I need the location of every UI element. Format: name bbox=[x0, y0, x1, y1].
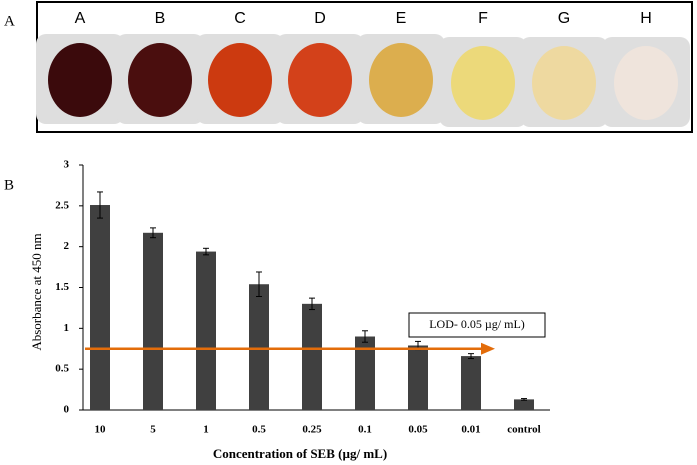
x-tick-label: 5 bbox=[150, 424, 156, 436]
y-tick-label: 2 bbox=[64, 240, 70, 252]
bar bbox=[196, 251, 216, 410]
threshold-arrowhead bbox=[481, 342, 495, 355]
x-tick-label: 0.01 bbox=[461, 424, 480, 436]
well-label: C bbox=[234, 10, 246, 27]
bar bbox=[302, 303, 322, 410]
x-tick-label: 0.5 bbox=[252, 424, 266, 436]
bar bbox=[461, 356, 481, 410]
x-tick-label: control bbox=[507, 424, 540, 436]
bar bbox=[514, 399, 534, 410]
y-tick-label: 0 bbox=[64, 404, 70, 416]
x-tick-label: 0.1 bbox=[358, 424, 372, 436]
threshold-label: LOD- 0.05 µg/ mL) bbox=[429, 317, 525, 331]
y-tick-label: 1 bbox=[64, 322, 70, 334]
well-label: F bbox=[478, 10, 488, 27]
well bbox=[288, 43, 352, 117]
well-label: E bbox=[396, 10, 407, 27]
well bbox=[532, 46, 596, 120]
y-tick-label: 1.5 bbox=[55, 281, 69, 293]
error-bar bbox=[150, 227, 156, 239]
x-tick-label: 0.25 bbox=[302, 424, 322, 436]
error-bar bbox=[309, 297, 315, 311]
well bbox=[451, 46, 515, 120]
error-bar bbox=[203, 247, 209, 256]
panel-a-label: A bbox=[4, 13, 15, 29]
x-tick-label: 10 bbox=[95, 424, 107, 436]
error-bar bbox=[97, 191, 103, 219]
panel-b-label: B bbox=[4, 177, 14, 193]
bar bbox=[408, 345, 428, 410]
bar bbox=[143, 232, 163, 410]
bar bbox=[355, 336, 375, 410]
well bbox=[614, 46, 678, 120]
y-tick-label: 0.5 bbox=[55, 363, 69, 375]
well-label: H bbox=[640, 10, 652, 27]
well-label: B bbox=[155, 10, 166, 27]
well-label: A bbox=[75, 10, 86, 27]
well bbox=[369, 43, 433, 117]
error-bar bbox=[468, 353, 474, 360]
well bbox=[48, 43, 112, 117]
well-label: G bbox=[558, 10, 570, 27]
x-tick-label: 0.05 bbox=[408, 424, 428, 436]
bar bbox=[90, 205, 110, 410]
well bbox=[128, 43, 192, 117]
error-bar bbox=[256, 271, 262, 297]
y-tick-label: 2.5 bbox=[55, 199, 69, 211]
y-tick-label: 3 bbox=[64, 159, 70, 171]
error-bar bbox=[362, 330, 368, 343]
x-axis-label: Concentration of SEB (µg/ mL) bbox=[213, 446, 387, 461]
well-label: D bbox=[314, 10, 326, 27]
bar bbox=[249, 284, 269, 410]
well bbox=[208, 43, 272, 117]
threshold-label-box bbox=[408, 312, 546, 338]
x-tick-label: 1 bbox=[203, 424, 209, 436]
y-axis-label: Absorbance at 450 nm bbox=[29, 233, 44, 350]
error-bar bbox=[521, 398, 527, 401]
